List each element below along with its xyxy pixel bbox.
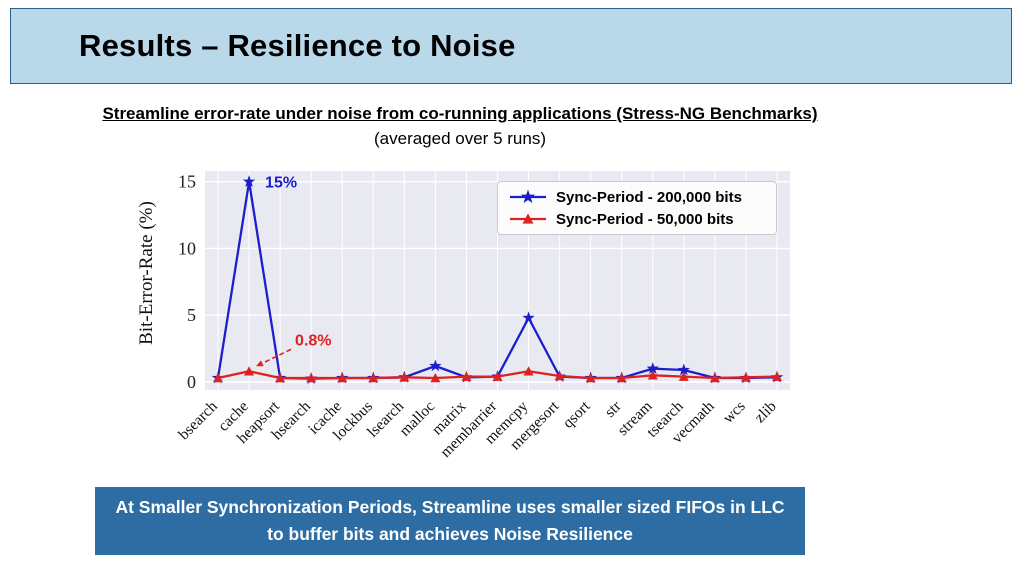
takeaway-banner: At Smaller Synchronization Periods, Stre… bbox=[95, 487, 805, 555]
chart-subheading: (averaged over 5 runs) bbox=[374, 129, 546, 148]
svg-text:malloc: malloc bbox=[396, 398, 438, 440]
legend-item-sync-50000: Sync-Period - 50,000 bits bbox=[508, 210, 766, 228]
chart-heading: Streamline error-rate under noise from c… bbox=[102, 104, 818, 123]
takeaway-line-2: to buffer bits and achieves Noise Resili… bbox=[267, 524, 633, 544]
triangle-marker-icon bbox=[510, 213, 546, 224]
svg-text:wcs: wcs bbox=[720, 398, 749, 427]
takeaway-line-1: At Smaller Synchronization Periods, Stre… bbox=[115, 496, 785, 517]
svg-text:15: 15 bbox=[178, 172, 196, 192]
y-axis-label: Bit-Error-Rate (%) bbox=[136, 201, 157, 345]
star-marker-icon bbox=[510, 189, 546, 204]
svg-text:str: str bbox=[602, 397, 626, 421]
svg-text:zlib: zlib bbox=[751, 398, 780, 427]
svg-text:bsearch: bsearch bbox=[175, 398, 221, 444]
svg-text:0.8%: 0.8% bbox=[295, 332, 331, 349]
svg-text:lsearch: lsearch bbox=[364, 398, 407, 441]
svg-text:10: 10 bbox=[178, 238, 196, 258]
chart-legend: Sync-Period - 200,000 bits Sync-Period -… bbox=[497, 181, 777, 235]
svg-text:qsort: qsort bbox=[560, 397, 594, 431]
legend-item-sync-200000: Sync-Period - 200,000 bits bbox=[508, 188, 766, 206]
legend-label: Sync-Period - 200,000 bits bbox=[556, 188, 742, 206]
svg-text:15%: 15% bbox=[265, 175, 297, 192]
legend-label: Sync-Period - 50,000 bits bbox=[556, 210, 734, 228]
page-title: Results – Resilience to Noise bbox=[79, 28, 516, 63]
svg-text:0: 0 bbox=[187, 372, 196, 392]
slide-header: Results – Resilience to Noise bbox=[10, 8, 1012, 84]
svg-text:5: 5 bbox=[187, 305, 196, 325]
